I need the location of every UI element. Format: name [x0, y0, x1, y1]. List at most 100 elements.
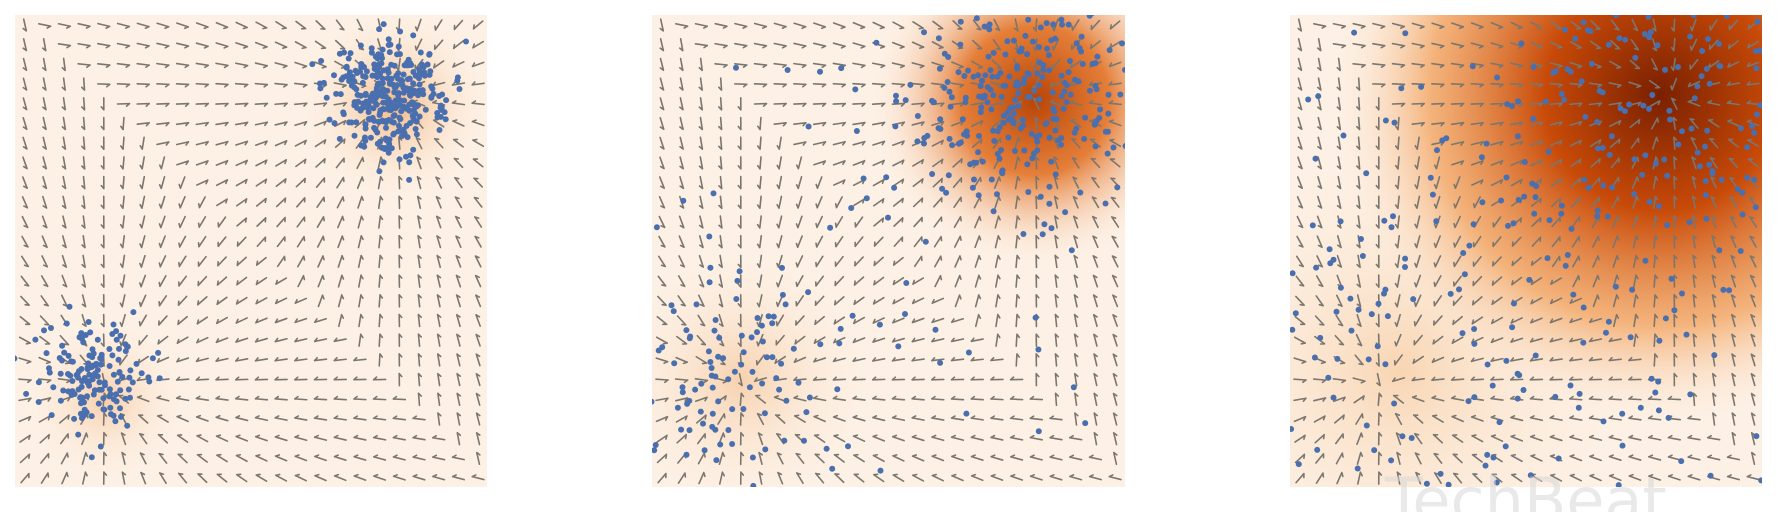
sample-point — [977, 83, 984, 90]
sample-point — [84, 366, 91, 373]
panel — [15, 15, 487, 487]
vector-arrow — [176, 160, 190, 166]
vector-arrow — [1356, 215, 1361, 229]
sample-point — [1021, 75, 1028, 82]
vector-arrow — [1692, 333, 1697, 347]
vector-arrow — [1667, 395, 1682, 401]
sample-point — [605, 402, 611, 408]
sample-point — [417, 49, 424, 56]
vector-arrow — [1093, 412, 1099, 426]
sample-point — [1471, 394, 1478, 401]
vector-arrow — [434, 19, 443, 31]
sample-point — [1568, 225, 1575, 232]
vector-arrow — [953, 235, 962, 248]
vector-arrow — [158, 315, 168, 326]
vector-arrow — [1746, 61, 1760, 68]
vector-arrow — [1632, 254, 1639, 269]
vector-arrow — [274, 415, 288, 421]
vector-arrow — [932, 20, 944, 30]
sample-point — [1716, 247, 1723, 254]
sample-point — [357, 68, 364, 75]
vector-arrow — [717, 413, 726, 425]
sample-point — [1102, 128, 1109, 135]
vector-arrow — [1414, 156, 1421, 170]
sample-point — [127, 394, 133, 401]
vector-arrow — [1336, 235, 1342, 249]
vector-arrow — [294, 102, 308, 107]
vector-arrow — [139, 452, 147, 465]
vector-arrow — [1453, 235, 1462, 248]
vector-arrow — [1336, 175, 1342, 190]
vector-arrow — [776, 274, 784, 288]
vector-arrow — [1356, 294, 1362, 308]
sample-point — [1703, 215, 1710, 222]
sample-point — [1004, 38, 1011, 45]
sample-point — [710, 190, 717, 197]
vector-arrow — [1054, 333, 1059, 347]
vector-arrow — [1015, 274, 1021, 288]
vector-arrow — [434, 157, 443, 169]
vector-arrow — [435, 195, 442, 209]
vector-arrow — [215, 82, 229, 88]
vector-arrow — [1029, 434, 1043, 441]
sample-point — [1355, 306, 1362, 313]
sample-point — [110, 321, 117, 328]
vector-arrow — [197, 473, 208, 484]
vector-arrow — [1450, 102, 1465, 107]
vector-arrow — [433, 137, 444, 149]
sample-point — [80, 339, 87, 346]
vector-arrow — [1450, 141, 1465, 146]
vector-arrow — [1372, 42, 1386, 49]
vector-arrow — [156, 414, 169, 423]
vector-arrow — [737, 313, 742, 328]
vector-arrow — [81, 451, 89, 465]
vector-arrow — [1413, 294, 1422, 308]
vector-arrow — [39, 433, 50, 444]
sample-point — [1122, 143, 1125, 149]
sample-point — [1652, 160, 1659, 167]
sample-point — [1167, 267, 1173, 273]
vector-arrow — [1431, 102, 1445, 107]
vector-arrow — [1293, 397, 1307, 403]
sample-point — [1066, 58, 1073, 64]
vector-arrow — [474, 235, 482, 248]
vector-arrow — [1035, 274, 1040, 288]
sample-point — [1471, 326, 1478, 332]
vector-arrow — [1731, 372, 1736, 387]
vector-arrow — [1049, 474, 1063, 481]
sample-point — [345, 55, 352, 62]
sample-point — [1004, 109, 1011, 116]
sample-point — [418, 61, 425, 68]
vector-arrow — [974, 215, 982, 229]
vector-arrow — [793, 42, 807, 49]
sample-point — [716, 334, 723, 341]
sample-point — [1050, 21, 1057, 28]
vector-arrow — [1411, 102, 1425, 107]
sample-point — [1337, 218, 1344, 225]
vector-arrow — [1511, 276, 1523, 286]
vector-arrow — [235, 159, 248, 167]
vector-arrow — [1376, 372, 1381, 387]
vector-arrow — [1608, 415, 1622, 421]
vector-arrow — [872, 178, 885, 187]
sample-point — [1077, 189, 1084, 196]
vector-arrow — [1510, 159, 1523, 167]
vector-arrow — [871, 102, 886, 107]
sample-point — [1707, 472, 1714, 479]
sample-point — [130, 309, 137, 316]
vector-arrow — [891, 337, 905, 343]
sample-point — [107, 404, 114, 411]
vector-arrow — [990, 434, 1004, 441]
vector-arrow — [236, 217, 248, 227]
sample-point — [1552, 393, 1559, 400]
vector-arrow — [358, 294, 364, 308]
vector-arrow — [679, 77, 684, 91]
vector-arrow — [932, 158, 944, 168]
vector-arrow — [1375, 274, 1380, 288]
sample-point — [362, 137, 369, 144]
vector-arrow — [971, 119, 984, 128]
vector-arrow — [891, 102, 906, 107]
sample-point — [686, 397, 693, 404]
vector-arrow — [215, 357, 229, 362]
vector-arrow — [119, 116, 125, 131]
